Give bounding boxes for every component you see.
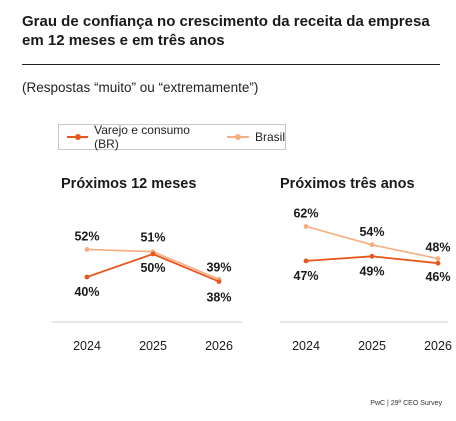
chart-subtitle: (Respostas “muito” ou “extremamente”) <box>22 80 259 95</box>
point-doze-meses-varejo-2024 <box>84 274 90 280</box>
point-tres-anos-varejo-2026 <box>435 260 441 266</box>
legend-label-varejo: Varejo e consumo (BR) <box>94 123 190 151</box>
legend-swatch-varejo <box>67 132 89 142</box>
data-label-doze-meses-brasil-2026: 39% <box>206 260 231 274</box>
data-label-doze-meses-varejo-2025: 50% <box>140 261 165 275</box>
x-tick-doze-meses-2026: 2026 <box>205 339 233 353</box>
chart-title: Grau de confiança no crescimento da rece… <box>22 13 430 49</box>
data-label-tres-anos-brasil-2024: 62% <box>293 206 318 220</box>
legend: Varejo e consumo (BR) Brasil <box>58 123 286 151</box>
legend-item-varejo: Varejo e consumo (BR) <box>67 123 213 151</box>
data-label-tres-anos-brasil-2025: 54% <box>359 225 384 239</box>
x-tick-tres-anos-2025: 2025 <box>358 339 386 353</box>
point-tres-anos-varejo-2024 <box>303 258 309 264</box>
data-label-doze-meses-brasil-2024: 52% <box>74 229 99 243</box>
data-label-tres-anos-varejo-2024: 47% <box>293 269 318 283</box>
x-tick-doze-meses-2024: 2024 <box>73 339 101 353</box>
point-tres-anos-brasil-2026 <box>435 256 441 261</box>
panel-title-tres-anos: Próximos três anos <box>280 176 415 192</box>
point-tres-anos-brasil-2024 <box>303 224 309 229</box>
data-label-tres-anos-varejo-2025: 49% <box>359 264 384 278</box>
x-tick-doze-meses-2025: 2025 <box>139 339 167 353</box>
data-label-doze-meses-varejo-2024: 40% <box>74 285 99 299</box>
point-doze-meses-varejo-2025 <box>150 251 156 257</box>
legend-item-brasil: Brasil <box>226 130 285 144</box>
point-doze-meses-brasil-2024 <box>84 247 90 252</box>
x-tick-tres-anos-2024: 2024 <box>292 339 320 353</box>
data-label-tres-anos-brasil-2026: 48% <box>425 241 450 255</box>
data-label-doze-meses-varejo-2026: 38% <box>206 291 231 305</box>
point-tres-anos-varejo-2025 <box>369 253 375 259</box>
panel-title-12-meses: Próximos 12 meses <box>61 176 197 192</box>
x-tick-tres-anos-2026: 2026 <box>424 339 452 353</box>
point-tres-anos-brasil-2025 <box>369 242 375 248</box>
data-label-doze-meses-brasil-2025: 51% <box>140 231 165 245</box>
data-label-tres-anos-varejo-2026: 46% <box>425 270 450 284</box>
legend-label-brasil: Brasil <box>254 130 285 144</box>
point-doze-meses-varejo-2026 <box>216 279 222 284</box>
footer-source: PwC | 29ª CEO Survey <box>370 400 442 407</box>
title-divider <box>22 64 440 65</box>
legend-swatch-brasil <box>226 132 249 142</box>
